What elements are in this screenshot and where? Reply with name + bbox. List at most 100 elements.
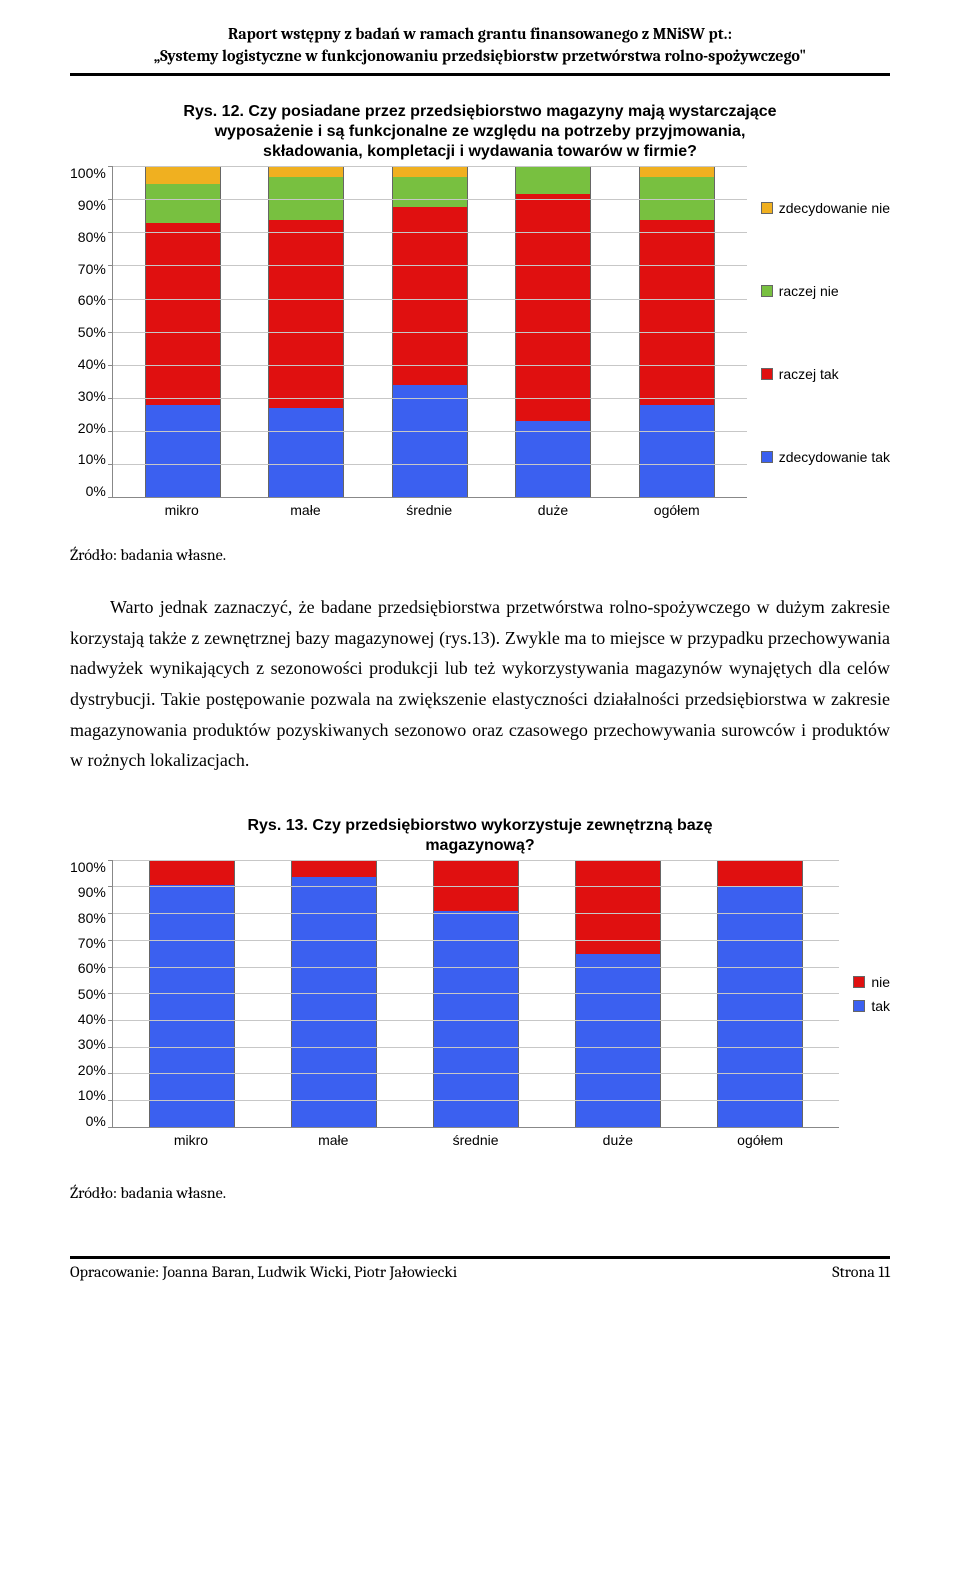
y-tick: [108, 365, 113, 366]
legend-label: zdecydowanie tak: [779, 449, 890, 465]
chart2: 100%90%80%70%60%50%40%30%20%10%0% mikrom…: [70, 860, 890, 1148]
footer-right: Strona 11: [832, 1263, 890, 1281]
x-label: średnie: [391, 502, 467, 518]
header-rule: [70, 73, 890, 76]
legend-swatch: [761, 285, 773, 297]
segment-zdec_nie: [269, 167, 343, 177]
y-tick: [108, 166, 113, 167]
x-label: duże: [515, 502, 591, 518]
chart1-plot: [112, 166, 747, 498]
legend-item-zdec_nie: zdecydowanie nie: [761, 200, 890, 216]
gridline: [113, 1073, 840, 1074]
segment-raczej_tak: [269, 220, 343, 408]
gridline: [113, 1047, 840, 1048]
gridline: [113, 886, 840, 887]
gridline: [113, 464, 747, 465]
segment-raczej_tak: [393, 207, 467, 385]
legend-label: zdecydowanie nie: [779, 200, 890, 216]
y-tick: [108, 886, 113, 887]
x-label: mikro: [144, 502, 220, 518]
gridline: [113, 860, 840, 861]
chart1-y-axis: 100%90%80%70%60%50%40%30%20%10%0%: [70, 166, 112, 498]
segment-tak: [292, 877, 376, 1127]
header-line-1: Raport wstępny z badań w ramach grantu f…: [70, 24, 890, 46]
header-line-2: „Systemy logistyczne w funkcjonowaniu pr…: [70, 46, 890, 68]
segment-zdec_tak: [393, 385, 467, 497]
gridline: [113, 913, 840, 914]
y-tick: [108, 860, 113, 861]
x-label: ogółem: [717, 1132, 803, 1148]
segment-zdec_tak: [146, 405, 220, 497]
y-tick: [108, 967, 113, 968]
legend-swatch: [761, 202, 773, 214]
legend-swatch: [853, 976, 865, 988]
x-label: średnie: [433, 1132, 519, 1148]
y-tick-label: 90%: [78, 198, 106, 212]
y-tick-label: 10%: [78, 452, 106, 466]
gridline: [113, 166, 747, 167]
y-tick-label: 100%: [70, 166, 106, 180]
x-label: małe: [267, 502, 343, 518]
y-tick: [108, 1100, 113, 1101]
y-tick-label: 30%: [78, 1037, 106, 1051]
gridline: [113, 265, 747, 266]
y-tick-label: 10%: [78, 1088, 106, 1102]
y-tick: [108, 332, 113, 333]
y-tick: [108, 299, 113, 300]
x-label: małe: [290, 1132, 376, 1148]
segment-zdec_tak: [269, 408, 343, 497]
chart1-source: Źródło: badania własne.: [70, 546, 890, 564]
gridline: [113, 299, 747, 300]
segment-raczej_nie: [516, 167, 590, 193]
gridline: [113, 967, 840, 968]
segment-zdec_nie: [393, 167, 467, 177]
gridline: [113, 993, 840, 994]
segment-raczej_nie: [393, 177, 467, 207]
y-tick-label: 30%: [78, 389, 106, 403]
gridline: [113, 365, 747, 366]
y-tick: [108, 1127, 113, 1128]
y-tick-label: 50%: [78, 325, 106, 339]
y-tick-label: 80%: [78, 911, 106, 925]
chart1-legend: zdecydowanie nie raczej nie raczej tak zdec…: [747, 166, 890, 498]
segment-raczej_tak: [146, 223, 220, 405]
y-tick-label: 40%: [78, 1012, 106, 1026]
chart2-x-labels: mikro małe średnie duże ogółem: [112, 1128, 840, 1148]
y-tick-label: 100%: [70, 860, 106, 874]
gridline: [113, 232, 747, 233]
y-tick: [108, 497, 113, 498]
y-tick: [108, 398, 113, 399]
x-label: mikro: [148, 1132, 234, 1148]
gridline: [113, 1020, 840, 1021]
y-tick: [108, 464, 113, 465]
legend-item-nie: nie: [853, 974, 890, 990]
gridline: [113, 398, 747, 399]
y-tick-label: 70%: [78, 936, 106, 950]
legend-swatch: [853, 1000, 865, 1012]
segment-zdec_nie: [146, 167, 220, 184]
segment-nie: [292, 861, 376, 877]
y-tick-label: 20%: [78, 1063, 106, 1077]
legend-item-raczej_nie: raczej nie: [761, 283, 890, 299]
legend-item-zdec_tak: zdecydowanie tak: [761, 449, 890, 465]
segment-nie: [718, 861, 802, 888]
chart1-title: Rys. 12. Czy posiadane przez przedsiębio…: [170, 102, 790, 162]
y-tick-label: 50%: [78, 987, 106, 1001]
gridline: [113, 940, 840, 941]
legend-label: raczej tak: [779, 366, 839, 382]
legend-label: nie: [871, 974, 890, 990]
chart2-y-axis: 100%90%80%70%60%50%40%30%20%10%0%: [70, 860, 112, 1128]
x-label: duże: [575, 1132, 661, 1148]
segment-raczej_nie: [146, 184, 220, 224]
legend-swatch: [761, 368, 773, 380]
y-tick: [108, 1020, 113, 1021]
legend-label: raczej nie: [779, 283, 839, 299]
y-tick: [108, 940, 113, 941]
segment-raczej_tak: [640, 220, 714, 405]
chart2-plot: [112, 860, 840, 1128]
segment-zdec_tak: [640, 405, 714, 497]
y-tick-label: 20%: [78, 421, 106, 435]
y-tick: [108, 993, 113, 994]
legend-item-tak: tak: [853, 998, 890, 1014]
y-tick: [108, 1047, 113, 1048]
